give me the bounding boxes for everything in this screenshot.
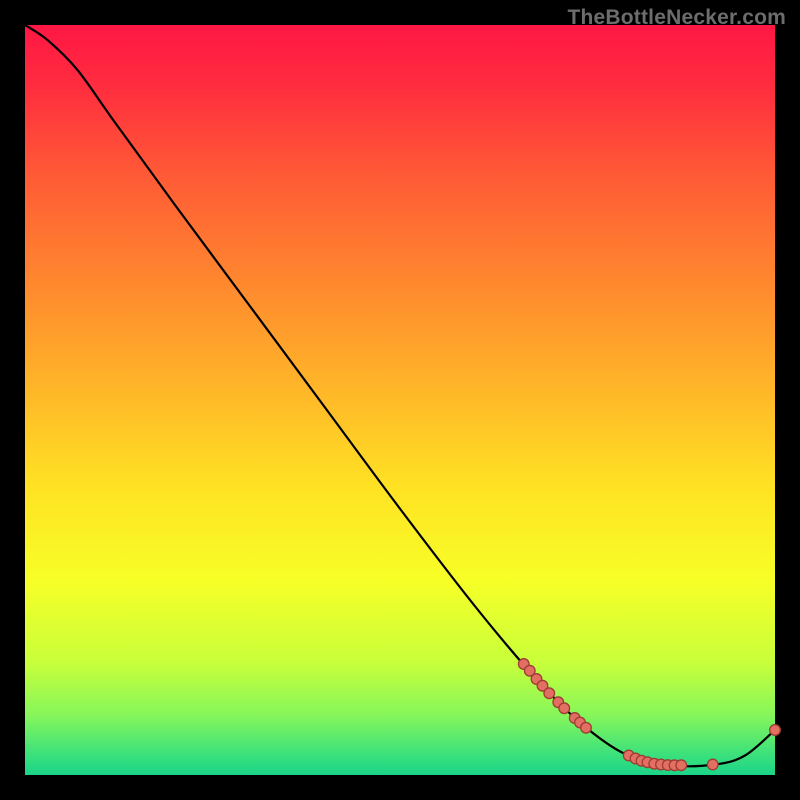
data-marker xyxy=(707,759,718,770)
data-marker xyxy=(676,760,687,771)
plot-background xyxy=(25,25,775,775)
data-marker xyxy=(544,688,555,699)
bottleneck-chart: TheBottleNecker.com xyxy=(0,0,800,800)
data-marker xyxy=(559,703,570,714)
data-marker xyxy=(581,722,592,733)
data-marker xyxy=(770,725,781,736)
chart-svg xyxy=(0,0,800,800)
